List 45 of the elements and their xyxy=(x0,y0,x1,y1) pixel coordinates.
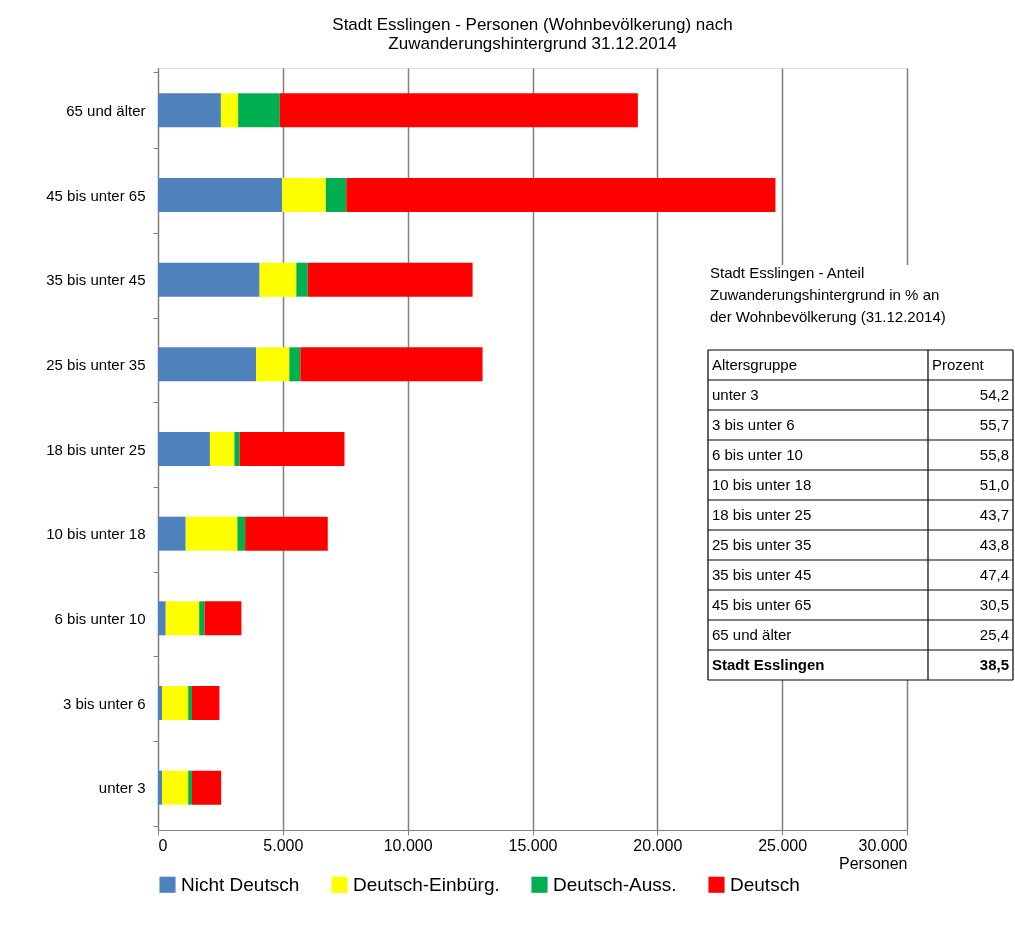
text: 43,7 xyxy=(979,506,1009,523)
legend-label: Deutsch-Einbürg. xyxy=(353,873,500,895)
category-label: 3 bis unter 6 xyxy=(712,416,795,433)
text: 47,4 xyxy=(979,566,1009,583)
x-axis-title: Personen xyxy=(839,854,908,872)
y-tick-label: 6 bis unter 10 xyxy=(54,609,146,627)
y-tick-label: 65 und älter xyxy=(66,101,146,119)
category-label: 65 und älter xyxy=(712,626,792,643)
x-tick-label: 25.000 xyxy=(758,836,808,854)
y-tick-label: 10 bis unter 18 xyxy=(46,525,146,543)
text: Altersgruppe xyxy=(712,356,798,373)
x-tick-label: 15.000 xyxy=(508,836,558,854)
category-label: 10 bis unter 18 xyxy=(712,476,812,493)
legend-label: Deutsch-Auss. xyxy=(553,873,677,895)
legend-label: Nicht Deutsch xyxy=(181,873,300,895)
category-label: 45 bis unter 65 xyxy=(712,596,812,613)
text: 30,5 xyxy=(979,596,1009,613)
x-tick-label: 5.000 xyxy=(263,836,304,854)
category-label: Stadt Esslingen xyxy=(712,656,825,673)
text: 25,4 xyxy=(979,626,1009,643)
y-tick-label: 18 bis unter 25 xyxy=(46,440,146,458)
text: Prozent xyxy=(932,356,985,373)
text: 38,5 xyxy=(979,656,1009,673)
legend-label: Deutsch xyxy=(730,873,800,895)
y-tick-label: unter 3 xyxy=(98,779,146,797)
x-tick-label: 0 xyxy=(158,836,168,854)
category-label: 18 bis unter 25 xyxy=(712,506,812,523)
category-label: 35 bis unter 45 xyxy=(712,566,812,583)
x-tick-label: 20.000 xyxy=(633,836,683,854)
text: 55,7 xyxy=(979,416,1009,433)
category-label: 6 bis unter 10 xyxy=(712,446,803,463)
text: Stadt Esslingen - Anteil Zuwanderungshintergrund in % an der Wohnbevölkerung (31.12.2014) xyxy=(710,264,946,325)
text: 43,8 xyxy=(979,536,1009,553)
y-tick-label: 45 bis unter 65 xyxy=(46,186,146,204)
text: 51,0 xyxy=(979,476,1009,493)
category-label: unter 3 xyxy=(712,386,759,403)
chart-title: Stadt Esslingen - Personen (Wohnbevölkerung) nach Zuwanderungshintergrund 31.12.2014 xyxy=(332,15,733,53)
text: 54,2 xyxy=(979,386,1009,403)
y-tick-label: 3 bis unter 6 xyxy=(62,694,146,712)
y-tick-label: 35 bis unter 45 xyxy=(46,271,146,289)
x-tick-label: 10.000 xyxy=(383,836,433,854)
category-label: 25 bis unter 35 xyxy=(712,536,812,553)
y-tick-label: 25 bis unter 35 xyxy=(46,355,146,373)
x-tick-label: 30.000 xyxy=(858,836,908,854)
text: 55,8 xyxy=(979,446,1009,463)
